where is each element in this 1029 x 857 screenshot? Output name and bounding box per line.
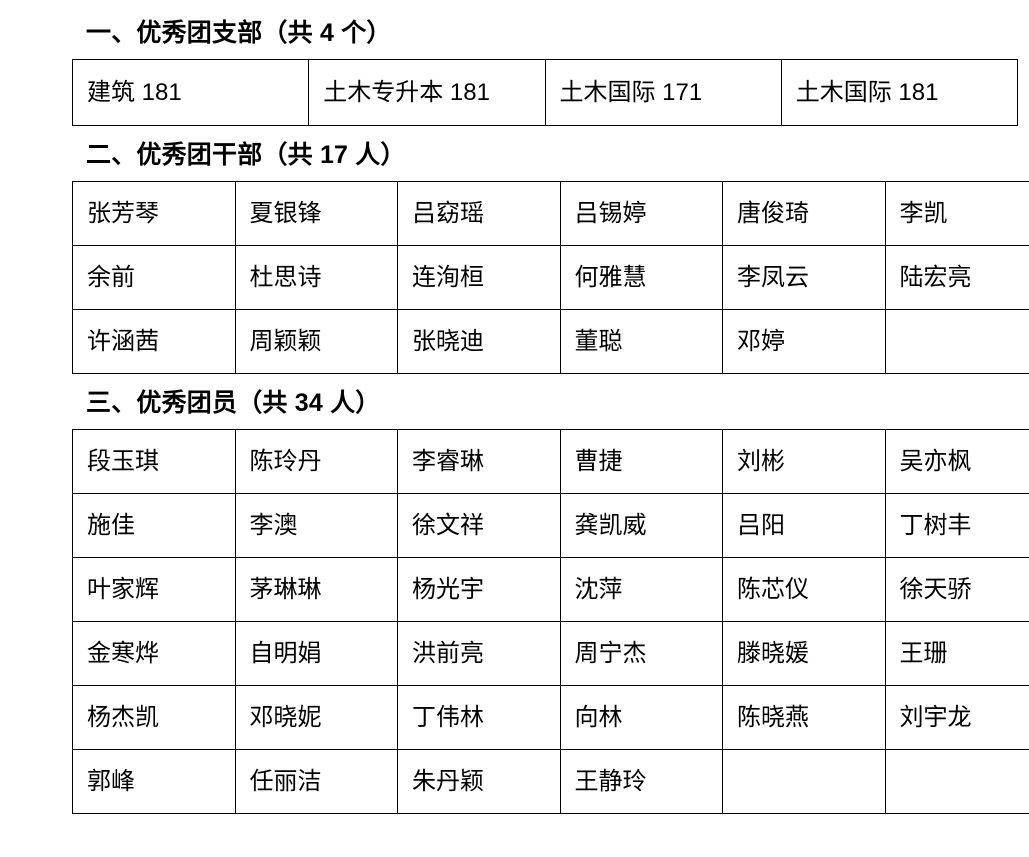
table-cell: 自明娟 [234,621,398,686]
table-cell: 唐俊琦 [722,181,886,246]
table-cell: 龚凯威 [559,493,723,558]
table-cell: 陆宏亮 [884,245,1029,310]
table-cell: 王静玲 [559,749,723,814]
table-row: 张芳琴 夏银锋 吕窈瑶 吕锡婷 唐俊琦 李凯 [72,181,1029,246]
table-cell: 曹捷 [559,429,723,494]
table-cell: 杨杰凯 [72,685,236,750]
table-cell: 杨光宇 [397,557,561,622]
table-cell: 叶家辉 [72,557,236,622]
table-cell: 洪前亮 [397,621,561,686]
table-body-excellent-branches: 建筑 181 土木专升本 181 土木国际 171 土木国际 181 [71,59,1019,126]
table-row: 金寒烨 自明娟 洪前亮 周宁杰 滕晓媛 王珊 [72,621,1029,686]
table-cell: 茅琳琳 [234,557,398,622]
table-cell: 陈芯仪 [722,557,886,622]
table-cell: 杜思诗 [234,245,398,310]
table-cell: 郭峰 [72,749,236,814]
table-cell: 周颖颖 [234,309,398,374]
table-cell: 连洵桓 [397,245,561,310]
table-cell: 土木专升本 181 [308,59,546,126]
table-cell: 吕锡婷 [559,181,723,246]
table-row: 余前 杜思诗 连洵桓 何雅慧 李凤云 陆宏亮 [72,245,1029,310]
table-cell: 朱丹颖 [397,749,561,814]
table-cell-empty [884,749,1029,814]
table-body-excellent-cadres: 张芳琴 夏银锋 吕窈瑶 吕锡婷 唐俊琦 李凯 余前 杜思诗 连洵桓 何雅慧 李凤… [72,181,1029,374]
table-row: 建筑 181 土木专升本 181 土木国际 171 土木国际 181 [71,59,1019,126]
table-cell: 刘宇龙 [884,685,1029,750]
table-cell: 李凤云 [722,245,886,310]
table-cell: 陈晓燕 [722,685,886,750]
section-heading-members: 三、优秀团员（共 34 人） [86,389,381,417]
table-cell: 邓婷 [722,309,886,374]
table-cell: 吕阳 [722,493,886,558]
table-cell: 李凯 [884,181,1029,246]
table-excellent-branches: 建筑 181 土木专升本 181 土木国际 171 土木国际 181 [71,59,1019,126]
table-cell: 余前 [72,245,236,310]
table-cell: 吴亦枫 [884,429,1029,494]
table-cell: 任丽洁 [234,749,398,814]
table-cell-empty [884,309,1029,374]
table-row: 杨杰凯 邓晓妮 丁伟林 向林 陈晓燕 刘宇龙 [72,685,1029,750]
table-cell-empty [722,749,886,814]
table-row: 郭峰 任丽洁 朱丹颖 王静玲 [72,749,1029,814]
table-cell: 施佳 [72,493,236,558]
table-cell: 邓晓妮 [234,685,398,750]
table-cell: 滕晓媛 [722,621,886,686]
table-body-excellent-members: 段玉琪 陈玲丹 李睿琳 曹捷 刘彬 吴亦枫 施佳 李澳 徐文祥 龚凯威 吕阳 丁… [72,429,1029,814]
table-cell: 陈玲丹 [234,429,398,494]
table-cell: 张晓迪 [397,309,561,374]
section-heading-cadres: 二、优秀团干部（共 17 人） [86,141,406,169]
table-cell: 丁伟林 [397,685,561,750]
document-content: 一、优秀团支部（共 4 个） 建筑 181 土木专升本 181 土木国际 171… [71,0,1029,814]
table-cell: 向林 [559,685,723,750]
table-cell: 土木国际 171 [544,59,782,126]
table-cell: 丁树丰 [884,493,1029,558]
table-cell: 李澳 [234,493,398,558]
table-cell: 董聪 [559,309,723,374]
table-cell: 夏银锋 [234,181,398,246]
table-cell: 段玉琪 [72,429,236,494]
table-cell: 徐文祥 [397,493,561,558]
table-cell: 沈萍 [559,557,723,622]
table-row: 许涵茜 周颖颖 张晓迪 董聪 邓婷 [72,309,1029,374]
table-cell: 吕窈瑶 [397,181,561,246]
section-heading-branches: 一、优秀团支部（共 4 个） [86,19,392,47]
table-cell: 土木国际 181 [780,59,1019,126]
table-cell: 何雅慧 [559,245,723,310]
table-cell: 建筑 181 [71,59,310,126]
table-cell: 李睿琳 [397,429,561,494]
table-cell: 周宁杰 [559,621,723,686]
table-cell: 王珊 [884,621,1029,686]
table-row: 施佳 李澳 徐文祥 龚凯威 吕阳 丁树丰 [72,493,1029,558]
table-cell: 徐天骄 [884,557,1029,622]
table-row: 叶家辉 茅琳琳 杨光宇 沈萍 陈芯仪 徐天骄 [72,557,1029,622]
table-cell: 许涵茜 [72,309,236,374]
table-excellent-members: 段玉琪 陈玲丹 李睿琳 曹捷 刘彬 吴亦枫 施佳 李澳 徐文祥 龚凯威 吕阳 丁… [72,429,1029,814]
table-cell: 刘彬 [722,429,886,494]
table-cell: 张芳琴 [72,181,236,246]
table-row: 段玉琪 陈玲丹 李睿琳 曹捷 刘彬 吴亦枫 [72,429,1029,494]
table-cell: 金寒烨 [72,621,236,686]
table-excellent-cadres: 张芳琴 夏银锋 吕窈瑶 吕锡婷 唐俊琦 李凯 余前 杜思诗 连洵桓 何雅慧 李凤… [72,181,1029,374]
